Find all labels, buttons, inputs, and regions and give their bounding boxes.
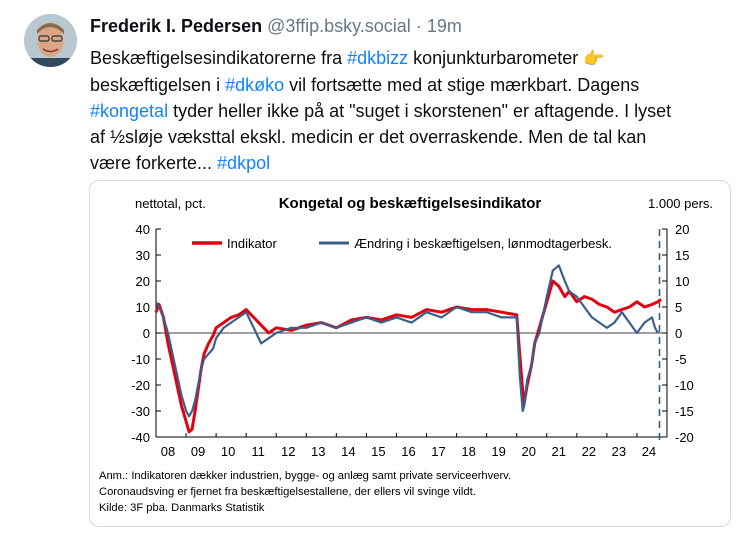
x-tick-label: 22 bbox=[582, 444, 596, 459]
post-text-span: tyder heller ikke på at "suget i skorste… bbox=[168, 101, 672, 121]
left-tick-label: -30 bbox=[131, 404, 150, 419]
hashtag-link[interactable]: #dkøko bbox=[225, 75, 285, 95]
hashtag-link[interactable]: #dkbizz bbox=[347, 48, 409, 68]
header-separator: · bbox=[415, 16, 422, 36]
post-header: Frederik I. Pedersen @3ffip.bsky.social … bbox=[90, 14, 462, 38]
indikator-series-line bbox=[154, 279, 662, 434]
post-text-line: #kongetal tyder heller ikke på at "suget… bbox=[90, 98, 730, 124]
right-tick-label: 10 bbox=[675, 274, 689, 289]
right-tick-label: -20 bbox=[675, 430, 694, 445]
left-axis-label: nettotal, pct. bbox=[135, 196, 206, 211]
chart-title: Kongetal og beskæftigelsesindikator bbox=[279, 195, 542, 212]
author-name[interactable]: Frederik I. Pedersen bbox=[90, 16, 263, 36]
x-tick-label: 09 bbox=[191, 444, 205, 459]
aendring-series-line bbox=[155, 264, 659, 418]
employment-chart: Kongetal og beskæftigelsesindikator netto… bbox=[131, 195, 713, 459]
chart-note-line: Anm.: Indikatoren dækker industrien, byg… bbox=[99, 470, 512, 482]
post-text: Beskæftigelsesindikatorerne fra #dkbizz … bbox=[90, 45, 730, 176]
chart-image-card[interactable]: Kongetal og beskæftigelsesindikator netto… bbox=[89, 180, 731, 527]
right-tick-label: 0 bbox=[675, 326, 682, 341]
x-tick-label: 23 bbox=[612, 444, 626, 459]
chart-notes: Anm.: Indikatoren dækker industrien, byg… bbox=[99, 468, 511, 516]
post-text-line: af ½sløje væksttal ekskl. medicin er det… bbox=[90, 124, 730, 150]
x-tick-label: 19 bbox=[491, 444, 505, 459]
right-tick-label: -15 bbox=[675, 404, 694, 419]
post-text-span: af ½sløje væksttal ekskl. medicin er det… bbox=[90, 127, 647, 147]
author-avatar[interactable] bbox=[24, 14, 77, 67]
x-tick-label: 21 bbox=[552, 444, 566, 459]
left-tick-label: -40 bbox=[131, 430, 150, 445]
right-tick-label: 15 bbox=[675, 248, 689, 263]
left-tick-label: 40 bbox=[136, 222, 150, 237]
post-text-span: være forkerte... bbox=[90, 153, 218, 173]
x-tick-label: 10 bbox=[221, 444, 235, 459]
avatar-portrait bbox=[24, 14, 77, 67]
post-text-span: konjunkturbarometer bbox=[408, 48, 584, 68]
aendring-legend-label: Ændring i beskæftigelsen, lønmodtagerbes… bbox=[354, 236, 612, 251]
chart-note-line: Kilde: 3F pba. Danmarks Statistik bbox=[99, 502, 265, 514]
x-tick-label: 17 bbox=[431, 444, 445, 459]
right-axis-label: 1.000 pers. bbox=[648, 196, 713, 211]
x-tick-label: 16 bbox=[401, 444, 415, 459]
hashtag-link[interactable]: #kongetal bbox=[90, 101, 169, 121]
right-tick-label: -5 bbox=[675, 352, 687, 367]
post-text-line: beskæftigelsen i #dkøko vil fortsætte me… bbox=[90, 72, 730, 98]
chart-note-line: Coronaudsving er fjernet fra beskæftigel… bbox=[99, 486, 476, 498]
x-tick-label: 15 bbox=[371, 444, 385, 459]
x-tick-label: 24 bbox=[642, 444, 656, 459]
x-tick-label: 13 bbox=[311, 444, 325, 459]
x-tick-label: 08 bbox=[161, 444, 175, 459]
post-text-line: være forkerte... #dkpol bbox=[90, 150, 730, 176]
x-tick-label: 12 bbox=[281, 444, 295, 459]
right-tick-label: 20 bbox=[675, 222, 689, 237]
right-tick-label: -10 bbox=[675, 378, 694, 393]
indikator-legend-label: Indikator bbox=[227, 236, 278, 251]
left-tick-label: -20 bbox=[131, 378, 150, 393]
post-text-span: beskæftigelsen i bbox=[90, 75, 226, 95]
hashtag-link[interactable]: #dkpol bbox=[217, 153, 271, 173]
post-text-line: Beskæftigelsesindikatorerne fra #dkbizz … bbox=[90, 45, 730, 72]
left-tick-label: 20 bbox=[136, 274, 150, 289]
post-text-span: vil fortsætte med at stige mærkbart. Dag… bbox=[284, 75, 640, 95]
left-tick-label: 0 bbox=[143, 326, 150, 341]
left-tick-label: -10 bbox=[131, 352, 150, 367]
x-tick-label: 18 bbox=[461, 444, 475, 459]
author-handle[interactable]: @3ffip.bsky.social bbox=[267, 16, 411, 36]
post-text-span: Beskæftigelsesindikatorerne fra bbox=[90, 48, 348, 68]
x-tick-label: 11 bbox=[251, 444, 264, 459]
post-timestamp[interactable]: 19m bbox=[426, 16, 462, 36]
x-tick-label: 14 bbox=[341, 444, 355, 459]
x-tick-label: 20 bbox=[521, 444, 535, 459]
left-tick-label: 30 bbox=[136, 248, 150, 263]
right-tick-label: 5 bbox=[675, 300, 682, 315]
pointing-hand-icon: 👉 bbox=[583, 49, 605, 68]
left-tick-label: 10 bbox=[136, 300, 150, 315]
